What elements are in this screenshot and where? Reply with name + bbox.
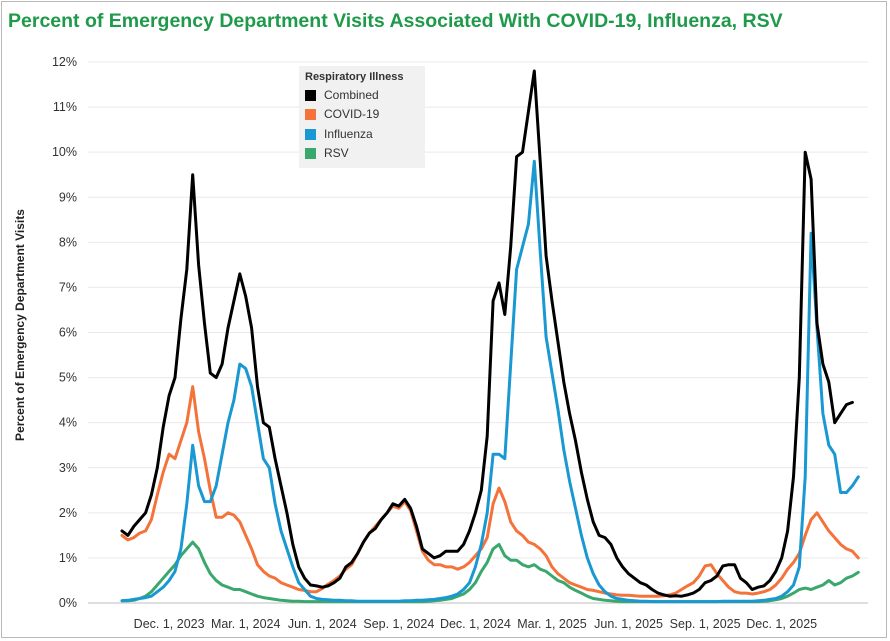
legend-item-covid19[interactable]: COVID-19 (305, 106, 379, 122)
y-tick-label: 1% (59, 551, 77, 565)
legend-item-rsv[interactable]: RSV (305, 145, 349, 161)
x-tick-label: Sep. 1, 2025 (670, 617, 741, 631)
y-tick-label: 11% (53, 100, 77, 114)
legend-swatch-combined (305, 89, 316, 101)
legend-swatch-influenza (305, 128, 316, 140)
legend-label-combined: Combined (324, 88, 379, 102)
y-tick-label: 7% (59, 280, 77, 294)
y-tick-label: 9% (59, 190, 77, 204)
y-tick-label: 3% (59, 461, 77, 475)
x-tick-label: Dec. 1, 2023 (134, 617, 205, 631)
y-tick-labels: 0% 1% 2% 3% 4% 5% 6% 7% 8% 9% 10% 11% 12% (52, 55, 77, 610)
legend-item-influenza[interactable]: Influenza (305, 126, 373, 142)
legend-label-covid19: COVID-19 (324, 107, 380, 121)
legend-item-combined[interactable]: Combined (305, 87, 379, 103)
y-tick-label: 8% (59, 235, 77, 249)
series-line-combined[interactable] (120, 69, 854, 598)
y-tick-label: 10% (52, 145, 77, 159)
x-tick-label: Mar. 1, 2024 (211, 617, 281, 631)
series-line-influenza[interactable] (120, 159, 860, 604)
legend-title: Respiratory Illness (305, 71, 404, 83)
x-tick-label: Jun. 1, 2025 (594, 617, 663, 631)
chart-title: Percent of Emergency Department Visits A… (8, 10, 783, 32)
y-tick-label: 4% (59, 416, 77, 430)
legend: Respiratory Illness Combined COVID-19 In… (299, 66, 425, 168)
y-tick-label: 2% (59, 506, 77, 520)
legend-label-influenza: Influenza (324, 127, 373, 141)
y-tick-label: 5% (59, 371, 77, 385)
legend-swatch-covid19 (305, 108, 316, 120)
x-tick-label: Jun. 1, 2024 (288, 617, 357, 631)
x-tick-labels: Dec. 1, 2023 Mar. 1, 2024 Jun. 1, 2024 Sep.… (134, 617, 817, 631)
legend-swatch-rsv (305, 147, 316, 159)
y-tick-label: 0% (59, 596, 77, 610)
series-lines (120, 69, 860, 604)
y-tick-label: 6% (59, 326, 77, 340)
legend-label-rsv: RSV (324, 146, 349, 160)
x-tick-label: Dec. 1, 2024 (440, 617, 511, 631)
series-line-covid19[interactable] (120, 385, 860, 598)
x-tick-label: Mar. 1, 2025 (517, 617, 587, 631)
x-tick-label: Sep. 1, 2024 (363, 617, 434, 631)
y-tick-label: 12% (52, 55, 77, 69)
x-tick-label: Dec. 1, 2025 (746, 617, 817, 631)
